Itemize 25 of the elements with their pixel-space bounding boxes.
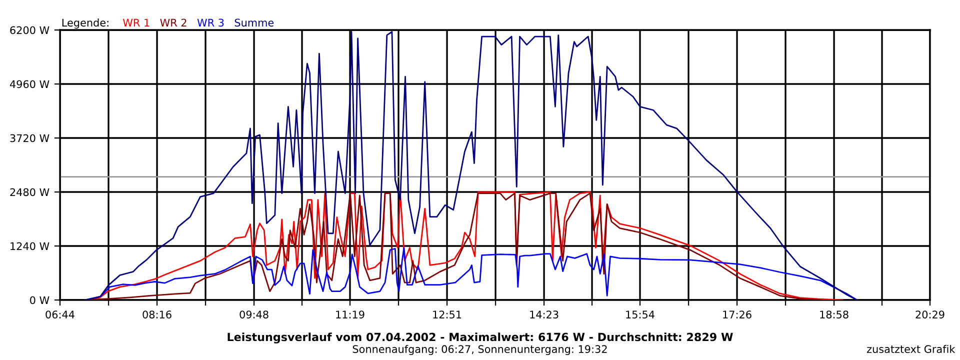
text: Leistungsverlauf vom 07.04.2002 - Maximalwert: 6176 W - Durchschnitt: 2829 W: [228, 332, 733, 344]
text: WR 2: [160, 18, 186, 26]
x-tick-label: 20:29: [916, 310, 944, 318]
y-tick-label: 4960 W: [10, 80, 50, 88]
text: WR 1: [122, 18, 150, 26]
text: Sonnenaufgang: 06:27, Sonnenuntergang: 19:32: [352, 344, 607, 356]
line-series: [84, 31, 858, 300]
y-tick-label: 3720 W: [10, 134, 50, 142]
y-tick-label: 1240 W: [10, 242, 50, 250]
x-tick-label: 08:16: [142, 310, 172, 318]
legend-title: Legende:: [62, 18, 108, 29]
text: Summe: [234, 18, 274, 27]
x-tick-label: 15:54: [626, 310, 654, 318]
text: zusatztext Grafik: [867, 344, 956, 354]
text: WR 3: [197, 18, 224, 27]
x-tick-label: 11:19: [336, 310, 364, 318]
x-tick-label: 12:51: [433, 310, 462, 318]
y-tick-label: 6200 W: [10, 26, 50, 34]
x-tick-label: 09:48: [240, 310, 268, 318]
y-tick-label: 2480 W: [10, 188, 50, 196]
x-tick-label: 17:26: [723, 310, 752, 318]
x-tick-label: 14:23: [530, 310, 558, 318]
x-tick-label: 18:58: [820, 310, 848, 318]
x-tick-label: 06:44: [46, 310, 74, 318]
y-tick-label: 0 W: [30, 296, 50, 304]
